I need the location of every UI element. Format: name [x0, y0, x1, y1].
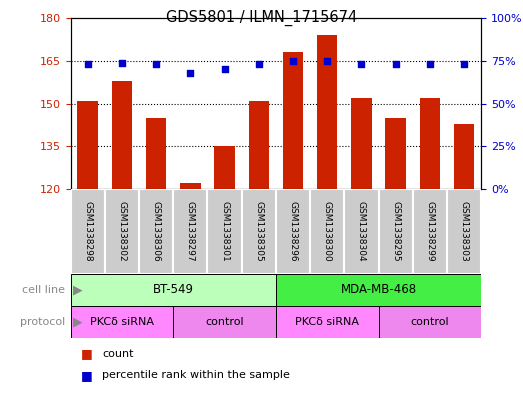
Text: protocol: protocol — [20, 317, 65, 327]
Point — [255, 61, 263, 67]
Text: GSM1338304: GSM1338304 — [357, 201, 366, 262]
Point — [391, 61, 400, 67]
Text: count: count — [102, 349, 133, 359]
Bar — [173, 189, 208, 274]
Bar — [248, 101, 269, 189]
Text: ▶: ▶ — [73, 315, 83, 329]
Bar — [419, 98, 440, 189]
Text: GDS5801 / ILMN_1715674: GDS5801 / ILMN_1715674 — [166, 10, 357, 26]
Bar — [344, 189, 379, 274]
Text: ▶: ▶ — [73, 283, 83, 296]
Point — [323, 58, 332, 64]
Point — [426, 61, 434, 67]
Text: ■: ■ — [81, 369, 93, 382]
Point — [186, 70, 195, 76]
Bar — [77, 101, 98, 189]
Bar — [276, 189, 310, 274]
Text: ■: ■ — [81, 347, 93, 360]
Text: GSM1338303: GSM1338303 — [460, 201, 469, 262]
Text: percentile rank within the sample: percentile rank within the sample — [102, 370, 290, 380]
Point — [460, 61, 468, 67]
Bar — [447, 189, 481, 274]
Bar — [208, 189, 242, 274]
Bar — [379, 306, 481, 338]
Text: GSM1338299: GSM1338299 — [425, 201, 434, 262]
Text: MDA-MB-468: MDA-MB-468 — [340, 283, 417, 296]
Bar — [139, 189, 173, 274]
Text: control: control — [205, 317, 244, 327]
Point — [118, 59, 126, 66]
Point — [357, 61, 366, 67]
Bar — [146, 118, 166, 189]
Bar — [310, 189, 344, 274]
Text: GSM1338295: GSM1338295 — [391, 201, 400, 262]
Point — [220, 66, 229, 72]
Point — [289, 58, 297, 64]
Bar — [317, 35, 337, 189]
Bar — [413, 189, 447, 274]
Text: PKCδ siRNA: PKCδ siRNA — [295, 317, 359, 327]
Bar — [112, 81, 132, 189]
Bar — [105, 189, 139, 274]
Bar — [283, 52, 303, 189]
Text: GSM1338302: GSM1338302 — [118, 201, 127, 262]
Bar — [214, 146, 235, 189]
Text: GSM1338300: GSM1338300 — [323, 201, 332, 262]
Text: GSM1338305: GSM1338305 — [254, 201, 263, 262]
Text: cell line: cell line — [22, 285, 65, 295]
Text: BT-549: BT-549 — [153, 283, 194, 296]
Text: GSM1338301: GSM1338301 — [220, 201, 229, 262]
Bar — [180, 183, 201, 189]
Text: GSM1338306: GSM1338306 — [152, 201, 161, 262]
Bar — [379, 189, 413, 274]
Bar — [71, 274, 276, 306]
Bar — [71, 306, 173, 338]
Bar — [385, 118, 406, 189]
Bar — [276, 306, 379, 338]
Bar — [351, 98, 372, 189]
Point — [152, 61, 161, 67]
Text: GSM1338297: GSM1338297 — [186, 201, 195, 262]
Bar — [173, 306, 276, 338]
Point — [84, 61, 92, 67]
Bar — [454, 123, 474, 189]
Bar — [242, 189, 276, 274]
Text: GSM1338296: GSM1338296 — [289, 201, 298, 262]
Text: GSM1338298: GSM1338298 — [83, 201, 92, 262]
Text: PKCδ siRNA: PKCδ siRNA — [90, 317, 154, 327]
Bar — [276, 274, 481, 306]
Bar — [71, 189, 105, 274]
Text: control: control — [411, 317, 449, 327]
